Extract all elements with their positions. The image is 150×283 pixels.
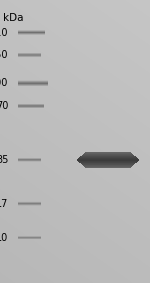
FancyBboxPatch shape (80, 157, 136, 158)
FancyBboxPatch shape (77, 160, 139, 161)
FancyBboxPatch shape (85, 166, 131, 167)
FancyBboxPatch shape (81, 163, 135, 164)
FancyBboxPatch shape (85, 167, 130, 168)
Text: 10: 10 (0, 233, 8, 243)
FancyBboxPatch shape (18, 85, 48, 86)
FancyBboxPatch shape (84, 153, 132, 154)
FancyBboxPatch shape (83, 154, 133, 155)
Text: 210: 210 (0, 27, 8, 38)
FancyBboxPatch shape (86, 167, 130, 168)
FancyBboxPatch shape (78, 158, 138, 159)
FancyBboxPatch shape (79, 162, 137, 163)
FancyBboxPatch shape (18, 84, 48, 85)
Text: kDa: kDa (3, 13, 24, 23)
FancyBboxPatch shape (77, 159, 139, 160)
FancyBboxPatch shape (79, 161, 137, 162)
FancyBboxPatch shape (85, 153, 131, 154)
FancyBboxPatch shape (80, 162, 136, 163)
FancyBboxPatch shape (84, 154, 132, 155)
Text: 100: 100 (0, 78, 8, 89)
Text: 17: 17 (0, 199, 8, 209)
FancyBboxPatch shape (84, 165, 132, 166)
FancyBboxPatch shape (18, 80, 48, 81)
Text: 35: 35 (0, 155, 8, 165)
FancyBboxPatch shape (83, 164, 133, 165)
FancyBboxPatch shape (82, 164, 134, 165)
Text: 70: 70 (0, 101, 8, 111)
FancyBboxPatch shape (79, 157, 137, 158)
FancyBboxPatch shape (80, 156, 136, 157)
FancyBboxPatch shape (81, 163, 135, 164)
FancyBboxPatch shape (85, 166, 131, 167)
FancyBboxPatch shape (82, 155, 134, 156)
Text: 150: 150 (0, 50, 8, 60)
FancyBboxPatch shape (85, 152, 130, 153)
FancyBboxPatch shape (83, 165, 133, 166)
FancyBboxPatch shape (18, 83, 48, 84)
FancyBboxPatch shape (78, 161, 138, 162)
FancyBboxPatch shape (82, 155, 134, 156)
FancyBboxPatch shape (77, 159, 139, 160)
FancyBboxPatch shape (18, 81, 48, 82)
FancyBboxPatch shape (81, 156, 135, 157)
FancyBboxPatch shape (78, 158, 138, 159)
FancyBboxPatch shape (18, 86, 48, 87)
FancyBboxPatch shape (77, 160, 139, 161)
FancyBboxPatch shape (18, 82, 48, 83)
